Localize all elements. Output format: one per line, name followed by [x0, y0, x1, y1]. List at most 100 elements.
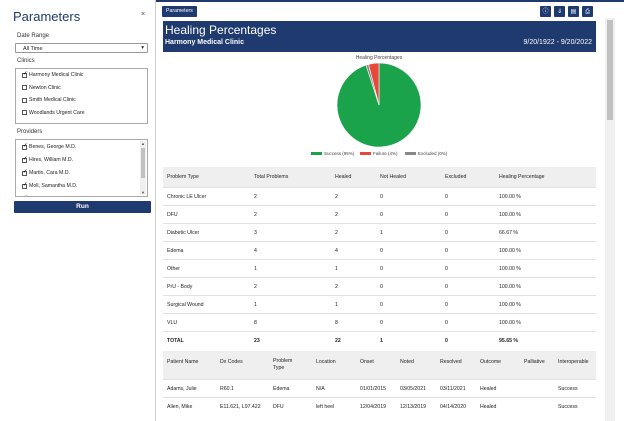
pie-slice-failure[interactable]: [368, 62, 380, 106]
info-icon[interactable]: ⓘ: [540, 6, 551, 17]
providers-scrollbar[interactable]: ▲ ▼: [140, 141, 146, 195]
clinic-option-label: Woodlands Urgent Care: [29, 109, 85, 116]
provider-option-label: Moll, Samantha M.D.: [29, 183, 78, 189]
checkbox[interactable]: [22, 110, 27, 115]
table-cell: 100.00 %: [499, 194, 521, 200]
table-cell: PrU - Body: [167, 284, 193, 290]
table-cell: 8: [335, 320, 338, 326]
table-cell: 100.00 %: [499, 266, 521, 272]
column-header[interactable]: Dx Codes: [220, 359, 243, 365]
legend-label: Failure (4%): [373, 151, 398, 156]
clinic-option-label: Newton Clinic: [29, 84, 61, 91]
column-header[interactable]: Interoperable: [558, 359, 589, 365]
table-cell: Chronic LE Ulcer: [167, 194, 207, 200]
clinic-option-label: Smith Medical Clinic: [29, 97, 76, 103]
clinics-label: Clinics: [17, 58, 35, 64]
table-cell: 04/14/2020: [440, 404, 466, 410]
table-row: Chronic LE Ulcer 2 2 0 0 100.00 %: [163, 187, 596, 205]
summary-header-row: Problem Type Total Problems Healed Not Heal…: [163, 167, 596, 187]
table-cell: 1: [335, 266, 338, 272]
table-cell: 2: [335, 230, 338, 236]
total-cell: 22: [335, 338, 341, 344]
checkbox[interactable]: [22, 156, 28, 163]
scroll-up-icon[interactable]: ▲: [141, 141, 145, 146]
column-header[interactable]: Healing Percentage: [499, 174, 545, 180]
checkbox[interactable]: [22, 169, 28, 176]
table-cell: 2: [335, 212, 338, 218]
table-cell: 0: [380, 248, 383, 254]
run-button[interactable]: Run: [14, 201, 151, 213]
column-header[interactable]: Resolved: [440, 359, 462, 365]
column-header[interactable]: Palliative: [524, 359, 545, 365]
table-cell: 2: [254, 284, 257, 290]
column-header[interactable]: Total Problems: [254, 174, 289, 180]
table-cell: 2: [254, 194, 257, 200]
column-header[interactable]: Location: [316, 359, 336, 365]
table-icon[interactable]: ▤: [568, 6, 579, 17]
page-scrollbar-thumb[interactable]: [607, 20, 613, 120]
table-cell: DFU: [167, 212, 178, 218]
checkbox[interactable]: [22, 97, 27, 103]
table-cell: 12/13/2019: [400, 404, 426, 410]
column-header[interactable]: Problem Type: [167, 174, 199, 180]
table-row: Surgical Wound 1 1 0 0 100.00 %: [163, 295, 596, 313]
page-scrollbar[interactable]: [605, 18, 615, 421]
table-cell: left heel: [316, 404, 335, 410]
providers-label: Providers: [17, 129, 43, 135]
column-header[interactable]: Noted: [400, 359, 414, 365]
clinic-option[interactable]: Smith Medical Clinic: [22, 96, 76, 104]
provider-option[interactable]: Martin, Cara M.D.: [22, 169, 70, 177]
date-range-select[interactable]: All Time ▾: [15, 43, 148, 53]
checkbox[interactable]: [22, 85, 27, 90]
total-cell: 23: [254, 338, 260, 344]
table-cell: 2: [254, 212, 257, 218]
scrollbar-thumb[interactable]: [141, 148, 145, 178]
table-cell: 03/05/2021: [400, 386, 426, 392]
column-header[interactable]: Onset: [360, 359, 374, 365]
column-header[interactable]: Not Healed: [380, 174, 406, 180]
table-cell: 66.67 %: [499, 230, 519, 236]
provider-option[interactable]: Moll, Samantha M.D.: [22, 182, 77, 190]
legend-item[interactable]: Failure (4%): [360, 151, 398, 156]
provider-option[interactable]: Benes, George M.D.: [22, 143, 76, 151]
table-cell: N/A: [316, 386, 325, 392]
clinic-option[interactable]: Harmony Medical Clinic: [22, 71, 83, 79]
column-header[interactable]: Patient Name: [167, 359, 199, 365]
table-cell: 8: [254, 320, 257, 326]
table-cell: 0: [380, 194, 383, 200]
checkbox[interactable]: [22, 71, 28, 78]
table-cell: Surgical Wound: [167, 302, 204, 308]
parameters-panel: Parameters × Date Range All Time ▾ Clini…: [0, 0, 156, 421]
checkbox[interactable]: [23, 195, 28, 196]
provider-option-partial[interactable]: [22, 195, 29, 196]
table-cell: E11.621, L97.422: [220, 404, 261, 410]
table-cell: 0: [380, 284, 383, 290]
table-cell: 0: [380, 266, 383, 272]
parameters-button[interactable]: Parameters: [162, 6, 197, 17]
column-header[interactable]: Excluded: [445, 174, 467, 180]
checkbox[interactable]: [22, 143, 28, 150]
table-cell: 0: [445, 302, 448, 308]
clinic-option[interactable]: Woodlands Urgent Care: [22, 109, 85, 117]
print-icon[interactable]: ⎙: [582, 6, 593, 17]
chevron-down-icon: ▾: [141, 45, 144, 51]
table-cell: 03/11/2021: [440, 386, 466, 392]
provider-option[interactable]: Hires, William M.D.: [22, 156, 73, 164]
table-cell: Success: [558, 386, 578, 392]
checkbox[interactable]: [22, 182, 28, 189]
summary-table: Problem Type Total Problems Healed Not Heal…: [163, 167, 596, 347]
column-header[interactable]: Outcome: [480, 359, 502, 365]
clinic-option[interactable]: Newton Clinic: [22, 84, 61, 92]
close-icon[interactable]: ×: [141, 11, 146, 18]
filter-icon[interactable]: ⇓: [554, 6, 565, 17]
table-cell: 0: [380, 320, 383, 326]
table-cell: 0: [445, 284, 448, 290]
table-cell: 0: [445, 320, 448, 326]
column-header[interactable]: Problem Type: [273, 358, 293, 371]
legend-item[interactable]: Excluded (0%): [405, 151, 447, 156]
table-cell: 0: [445, 230, 448, 236]
column-header[interactable]: Healed: [335, 174, 352, 180]
date-range-value: All Time: [23, 45, 43, 52]
scroll-down-icon[interactable]: ▼: [141, 190, 145, 195]
legend-item[interactable]: Success (95%): [311, 151, 354, 156]
